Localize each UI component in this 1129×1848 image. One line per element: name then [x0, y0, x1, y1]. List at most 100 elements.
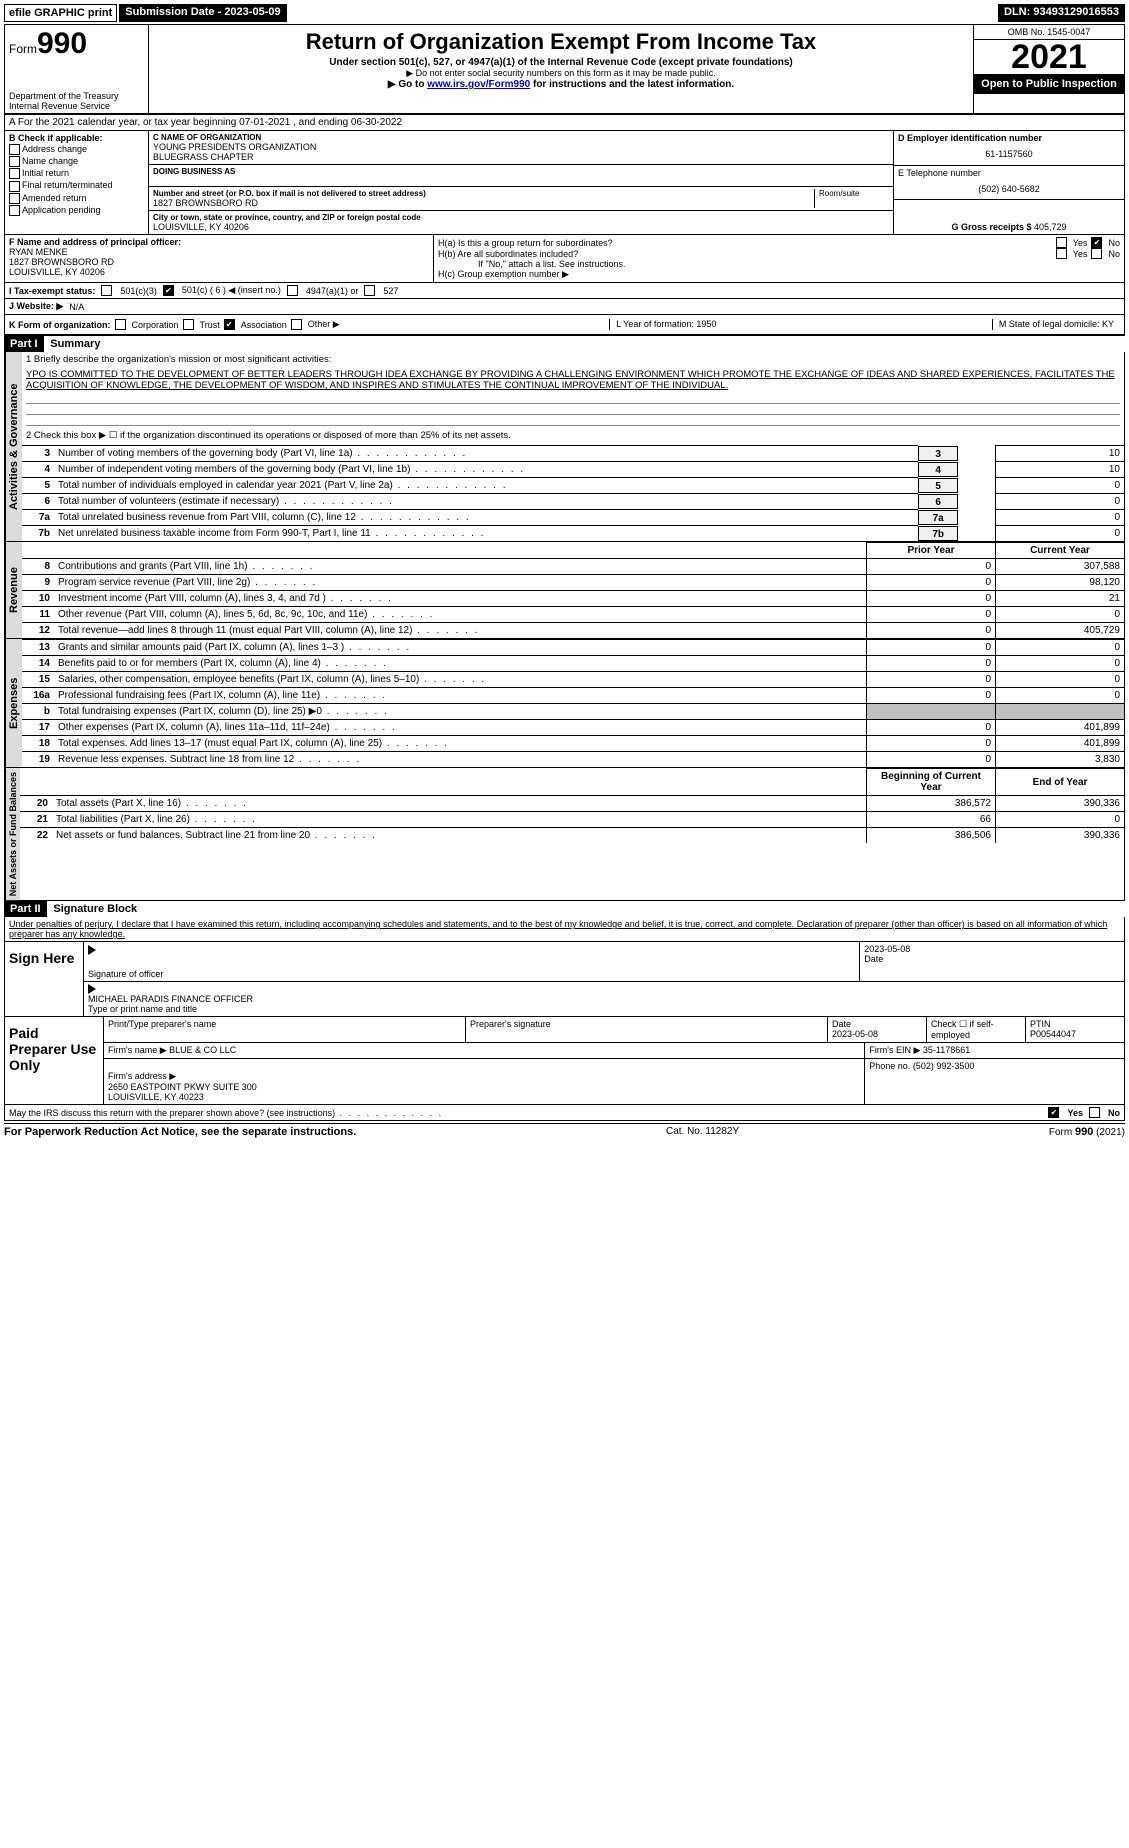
hb-yes-box[interactable] — [1056, 248, 1067, 259]
chk-amended[interactable]: Amended return — [9, 193, 144, 204]
gross-receipts-value: 405,729 — [1034, 222, 1067, 232]
footer-form: Form 990 (2021) — [1049, 1126, 1125, 1138]
chk-label: Final return/terminated — [22, 180, 113, 190]
chk-final-return[interactable]: Final return/terminated — [9, 180, 144, 191]
vtab-net-assets: Net Assets or Fund Balances — [5, 768, 20, 900]
discuss-no-box[interactable] — [1089, 1107, 1100, 1118]
hc-label: H(c) Group exemption number ▶ — [438, 269, 1120, 280]
submission-date: Submission Date - 2023-05-09 — [119, 4, 286, 22]
sig-name-cell: MICHAEL PARADIS FINANCE OFFICER Type or … — [84, 982, 1124, 1017]
street-address: 1827 BROWNSBORO RD — [153, 198, 810, 208]
column-c: C Name of organization YOUNG PRESIDENTS … — [149, 131, 893, 234]
ha-label: H(a) Is this a group return for subordin… — [438, 238, 1052, 248]
chk-name-change[interactable]: Name change — [9, 156, 144, 167]
h-section: H(a) Is this a group return for subordin… — [434, 235, 1124, 282]
revenue-body: Prior Year Current Year 8Contributions a… — [22, 542, 1124, 638]
chk-initial-return[interactable]: Initial return — [9, 168, 144, 179]
self-employed-check[interactable]: Check ☐ if self-employed — [927, 1017, 1026, 1042]
k-assoc-box[interactable]: ✔ — [224, 319, 235, 330]
paperwork-notice: For Paperwork Reduction Act Notice, see … — [4, 1126, 356, 1138]
firm-ein-value: 35-1178661 — [923, 1045, 970, 1055]
h-note: If "No," attach a list. See instructions… — [438, 259, 1120, 269]
preparer-row3: Firm's address ▶ 2650 EASTPOINT PKWY SUI… — [104, 1059, 1124, 1104]
goto-pre: ▶ Go to — [388, 79, 427, 90]
hb-no-box[interactable] — [1091, 248, 1102, 259]
vtab-activities: Activities & Governance — [5, 352, 22, 541]
section-net-assets: Net Assets or Fund Balances Beginning of… — [5, 767, 1124, 900]
k-corp-box[interactable] — [115, 319, 126, 330]
ptin-label: PTIN — [1030, 1019, 1120, 1029]
chk-application-pending[interactable]: Application pending — [9, 205, 144, 216]
i-501c3-box[interactable] — [101, 285, 112, 296]
officer-group-block: F Name and address of principal officer:… — [4, 235, 1125, 283]
i-4947-box[interactable] — [287, 285, 298, 296]
section-activities-governance: Activities & Governance 1 Briefly descri… — [5, 352, 1124, 541]
goto-line: ▶ Go to www.irs.gov/Form990 for instruct… — [155, 79, 967, 90]
goto-link[interactable]: www.irs.gov/Form990 — [427, 79, 530, 90]
k-section: K Form of organization: Corporation Trus… — [9, 319, 340, 330]
sign-here-block: Sign Here Signature of officer 2023-05-0… — [4, 942, 1125, 1017]
vtab-expenses: Expenses — [5, 639, 22, 767]
h-b: H(b) Are all subordinates included? Yes … — [438, 248, 1120, 259]
chk-label: Initial return — [22, 168, 69, 178]
header-left: Form990 Department of the Treasury Inter… — [5, 25, 149, 113]
page-footer: For Paperwork Reduction Act Notice, see … — [4, 1123, 1125, 1140]
sig-officer-cell: Signature of officer — [84, 942, 860, 981]
name-title-label: Type or print name and title — [88, 1004, 1120, 1014]
dept-treasury: Department of the Treasury Internal Reve… — [9, 91, 144, 111]
ha-no-box[interactable]: ✔ — [1091, 237, 1102, 248]
top-bar: efile GRAPHIC print Submission Date - 20… — [4, 4, 1125, 22]
chk-address-change[interactable]: Address change — [9, 144, 144, 155]
no-label: No — [1108, 1108, 1120, 1118]
table-row: 10Investment income (Part VIII, column (… — [22, 591, 1124, 607]
i-label: I Tax-exempt status: — [9, 286, 95, 296]
firm-ein-label: Firm's EIN ▶ — [869, 1045, 920, 1055]
firm-name-value: BLUE & CO LLC — [169, 1045, 236, 1055]
revenue-table: Prior Year Current Year 8Contributions a… — [22, 542, 1124, 638]
phone-value: (502) 640-5682 — [898, 178, 1120, 194]
sig-officer-line: Signature of officer 2023-05-08 Date — [84, 942, 1124, 982]
two-col-header: Prior Year Current Year — [22, 543, 1124, 559]
e-label: E Telephone number — [898, 168, 1120, 178]
section-expenses: Expenses 13Grants and similar amounts pa… — [5, 638, 1124, 767]
table-row: 9Program service revenue (Part VIII, lin… — [22, 575, 1124, 591]
cat-no: Cat. No. 11282Y — [666, 1126, 739, 1138]
f-label: F Name and address of principal officer: — [9, 237, 429, 247]
triangle-icon — [88, 945, 96, 955]
chk-label: Application pending — [22, 205, 101, 215]
entity-block: B Check if applicable: Address change Na… — [4, 131, 1125, 235]
pt-name-label: Print/Type preparer's name — [104, 1017, 466, 1042]
ptin-value: P00544047 — [1030, 1029, 1120, 1039]
address-row: Number and street (or P.O. box if mail i… — [149, 187, 893, 211]
prior-year-header: Prior Year — [867, 543, 996, 559]
column-right: D Employer identification number 61-1157… — [893, 131, 1124, 234]
end-year-header: End of Year — [996, 769, 1125, 796]
ha-yes-box[interactable] — [1056, 237, 1067, 248]
firm-name-label: Firm's name ▶ — [108, 1045, 167, 1055]
i-501c-box[interactable]: ✔ — [163, 285, 174, 296]
k-trust-box[interactable] — [183, 319, 194, 330]
i-opt: 527 — [383, 286, 398, 296]
table-row: 21Total liabilities (Part X, line 26)660 — [20, 812, 1124, 828]
goto-post: for instructions and the latest informat… — [530, 79, 734, 90]
line-i: I Tax-exempt status: 501(c)(3) ✔501(c) (… — [4, 283, 1125, 299]
q2: 2 Check this box ▶ ☐ if the organization… — [22, 426, 1124, 445]
k-other-box[interactable] — [291, 319, 302, 330]
efile-label: efile GRAPHIC print — [4, 4, 117, 22]
h-a: H(a) Is this a group return for subordin… — [438, 237, 1120, 248]
discuss-yes-box[interactable]: ✔ — [1048, 1107, 1059, 1118]
declaration-text: Under penalties of perjury, I declare th… — [4, 917, 1125, 942]
table-row: 12Total revenue—add lines 8 through 11 (… — [22, 623, 1124, 639]
yes-label: Yes — [1073, 238, 1088, 248]
i-527-box[interactable] — [364, 285, 375, 296]
firm-addr-value: 2650 EASTPOINT PKWY SUITE 300 LOUISVILLE… — [108, 1082, 257, 1102]
begin-year-header: Beginning of Current Year — [867, 769, 996, 796]
k-opt: Association — [241, 320, 287, 330]
officer-name: RYAN MENKE — [9, 247, 429, 257]
table-row: 3Number of voting members of the governi… — [22, 446, 1124, 462]
yes-label: Yes — [1067, 1108, 1083, 1118]
table-row: 7bNet unrelated business taxable income … — [22, 526, 1124, 542]
mission-text: YPO IS COMMITTED TO THE DEVELOPMENT OF B… — [22, 367, 1124, 393]
table-row: 4Number of independent voting members of… — [22, 462, 1124, 478]
table-row: 18Total expenses. Add lines 13–17 (must … — [22, 736, 1124, 752]
